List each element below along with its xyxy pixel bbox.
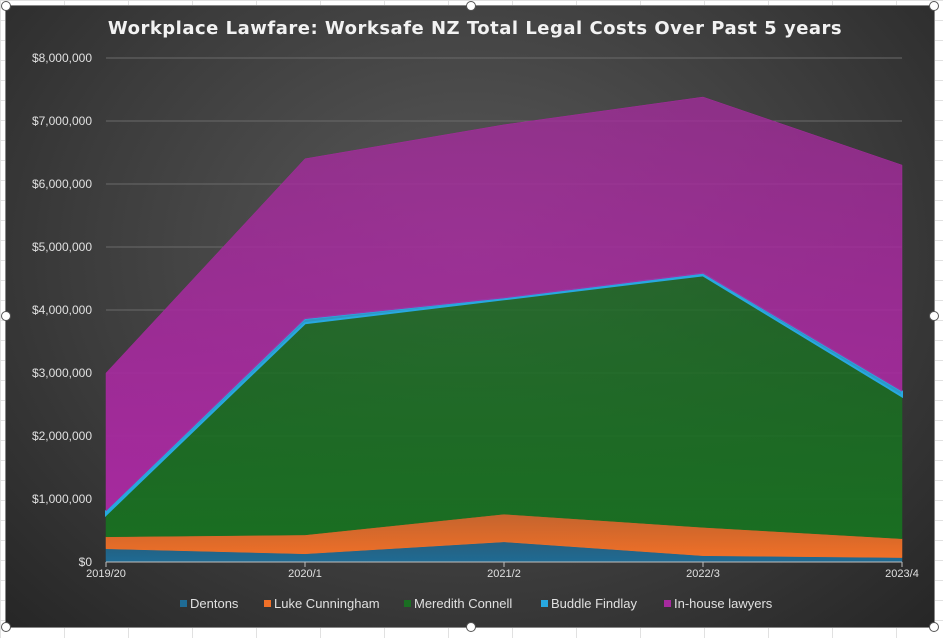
area-in-house-lawyers[interactable] — [105, 96, 903, 512]
chart-title: Workplace Lawfare: Worksafe NZ Total Leg… — [108, 18, 842, 39]
y-tick-label: $3,000,000 — [32, 366, 92, 380]
legend-label[interactable]: In-house lawyers — [674, 596, 773, 611]
x-tick-label: 2021/2 — [487, 568, 521, 580]
resize-handle[interactable] — [929, 622, 939, 632]
legend-label[interactable]: Buddle Findlay — [551, 596, 637, 611]
legend-swatch — [664, 600, 671, 607]
y-tick-label: $2,000,000 — [32, 429, 92, 443]
legend-label[interactable]: Dentons — [190, 596, 239, 611]
resize-handle[interactable] — [1, 311, 11, 321]
x-tick-label: 2022/3 — [686, 568, 720, 580]
resize-handle[interactable] — [1, 1, 11, 11]
y-tick-label: $0 — [79, 555, 93, 569]
resize-handle[interactable] — [929, 1, 939, 11]
y-tick-label: $8,000,000 — [32, 51, 92, 65]
legend-swatch — [541, 600, 548, 607]
legend-label[interactable]: Luke Cunningham — [274, 596, 380, 611]
resize-handle[interactable] — [466, 1, 476, 11]
resize-handle[interactable] — [466, 622, 476, 632]
y-tick-label: $5,000,000 — [32, 240, 92, 254]
y-tick-label: $4,000,000 — [32, 303, 92, 317]
legend-swatch — [180, 600, 187, 607]
y-tick-label: $6,000,000 — [32, 177, 92, 191]
x-tick-label: 2023/4 — [885, 568, 919, 580]
chart-area[interactable]: Workplace Lawfare: Worksafe NZ Total Leg… — [5, 5, 935, 628]
x-tick-label: 2019/20 — [86, 568, 126, 580]
resize-handle[interactable] — [1, 622, 11, 632]
resize-handle[interactable] — [929, 311, 939, 321]
stacked-area-chart: Workplace Lawfare: Worksafe NZ Total Leg… — [32, 18, 919, 611]
legend-swatch — [264, 600, 271, 607]
y-tick-label: $1,000,000 — [32, 492, 92, 506]
y-tick-label: $7,000,000 — [32, 114, 92, 128]
legend-label[interactable]: Meredith Connell — [414, 596, 512, 611]
legend-swatch — [404, 600, 411, 607]
x-tick-label: 2020/1 — [288, 568, 322, 580]
